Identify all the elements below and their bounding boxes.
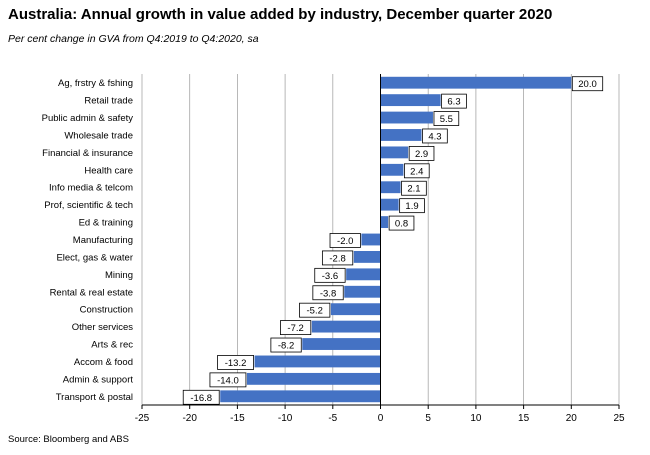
data-label: -7.2	[287, 323, 303, 334]
bar	[380, 146, 409, 159]
data-label-box	[280, 320, 312, 336]
bar	[311, 320, 381, 333]
bar	[361, 233, 381, 246]
chart-subtitle: Per cent change in GVA from Q4:2019 to Q…	[8, 33, 259, 45]
data-label-box	[571, 76, 604, 92]
data-label-box	[217, 355, 254, 370]
data-label-box	[329, 233, 361, 248]
data-label-box	[441, 93, 467, 109]
category-label: Arts & rec	[91, 340, 133, 351]
data-label: -2.8	[329, 253, 345, 264]
data-label-box	[401, 180, 427, 196]
category-label: Health care	[84, 165, 133, 176]
data-label: -5.2	[307, 306, 323, 317]
data-label: 2.4	[410, 166, 423, 177]
x-tick-label: -20	[182, 413, 197, 424]
data-label-box	[312, 285, 344, 301]
data-label-box	[433, 111, 460, 126]
category-label: Mining	[105, 270, 133, 281]
bar	[346, 268, 381, 281]
data-label-box	[403, 163, 430, 179]
x-tick-label: 10	[470, 413, 482, 424]
bar	[380, 76, 572, 89]
data-label: -8.2	[278, 341, 294, 352]
bar	[254, 355, 381, 368]
data-label-box	[408, 145, 435, 161]
category-label: Prof, scientific & tech	[44, 200, 133, 211]
category-label: Public admin & safety	[42, 113, 134, 124]
bar	[353, 250, 381, 263]
category-label: Ed & training	[79, 218, 133, 229]
category-label: Info media & telcom	[49, 183, 133, 194]
x-tick-label: 15	[518, 413, 530, 424]
category-label: Accom & food	[74, 357, 133, 368]
data-label-box	[399, 198, 425, 214]
bar	[380, 129, 422, 141]
x-tick-label: 20	[566, 413, 578, 424]
category-label: Financial & insurance	[42, 148, 133, 159]
data-label: -16.8	[190, 393, 212, 404]
category-label: Transport & postal	[56, 392, 133, 403]
bar	[380, 111, 433, 124]
bar	[246, 372, 381, 385]
data-label-box	[314, 267, 346, 283]
bar	[380, 198, 399, 211]
data-label-box	[422, 128, 448, 144]
data-label: 0.8	[395, 219, 408, 230]
source-note: Source: Bloomberg and ABS	[8, 434, 129, 445]
bar	[302, 338, 381, 350]
data-label: 1.9	[405, 201, 418, 212]
category-label: Other services	[72, 322, 133, 333]
data-label: 2.1	[407, 184, 420, 195]
data-label-box	[270, 337, 302, 353]
bar	[344, 285, 381, 298]
category-label: Elect, gas & water	[56, 252, 133, 263]
data-label: -3.8	[320, 288, 336, 299]
data-label: -14.0	[217, 375, 239, 386]
category-label: Manufacturing	[73, 235, 133, 246]
bar	[380, 163, 404, 176]
bar	[380, 216, 389, 229]
category-label: Ag, frstry & fshing	[58, 78, 133, 89]
data-label: -13.2	[225, 358, 247, 369]
category-label: Retail trade	[84, 96, 133, 107]
data-label-box	[388, 215, 415, 231]
x-tick-label: -25	[135, 413, 150, 424]
category-label: Admin & support	[63, 374, 134, 385]
bar	[380, 94, 441, 107]
data-label: 20.0	[578, 79, 597, 90]
bar	[330, 303, 381, 316]
data-label: 2.9	[415, 149, 428, 160]
data-label: -3.6	[322, 271, 338, 282]
x-tick-label: 5	[425, 413, 431, 424]
x-tick-label: 0	[378, 413, 384, 424]
data-label: 5.5	[440, 114, 453, 125]
category-label: Rental & real estate	[50, 287, 133, 298]
data-label: -2.0	[337, 236, 353, 247]
bar	[380, 181, 401, 194]
data-label-box	[182, 389, 220, 405]
x-tick-label: 25	[613, 413, 625, 424]
data-label-box	[209, 372, 247, 388]
bar	[220, 390, 381, 403]
x-tick-label: -10	[278, 413, 293, 424]
x-tick-label: -15	[230, 413, 245, 424]
data-label: 6.3	[447, 97, 460, 108]
category-label: Construction	[80, 305, 133, 316]
x-tick-label: -5	[328, 413, 337, 424]
data-label: 4.3	[428, 131, 441, 142]
data-label-box	[299, 302, 331, 318]
chart-title: Australia: Annual growth in value added …	[8, 6, 553, 23]
category-label: Wholesale trade	[64, 130, 133, 141]
data-label-box	[321, 250, 354, 266]
